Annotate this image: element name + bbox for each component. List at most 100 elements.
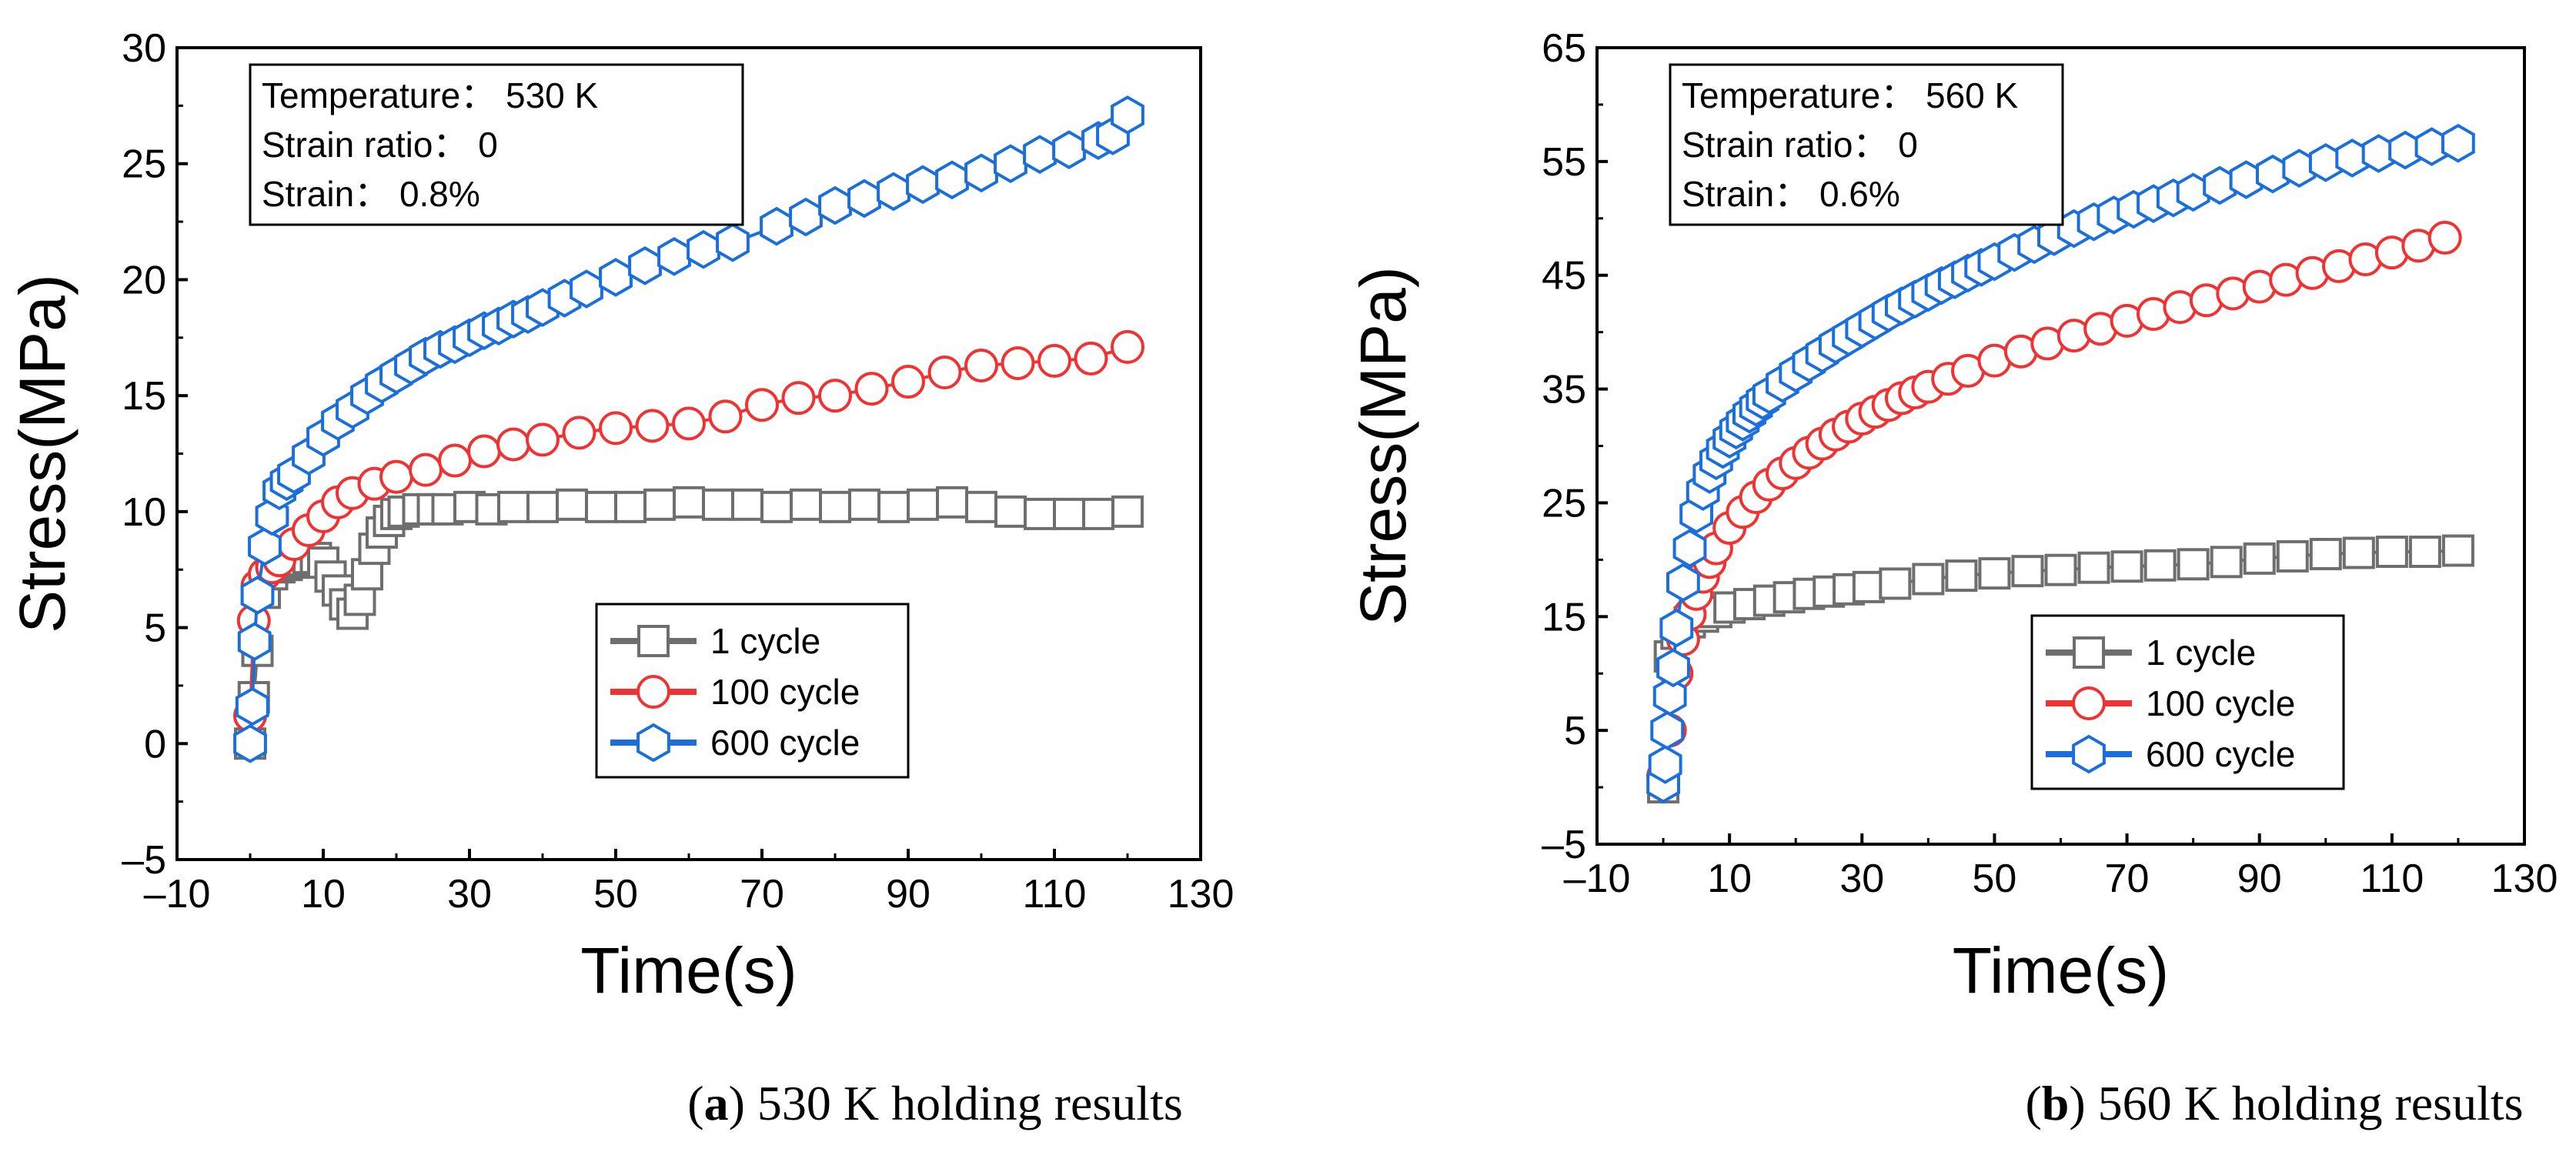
data-point: [790, 488, 822, 521]
info-line: Strain ratio： 0: [262, 125, 498, 165]
data-point: [847, 179, 881, 219]
data-point: [1648, 745, 1682, 784]
data-point: [2210, 546, 2243, 579]
legend-label: 1 cycle: [710, 621, 820, 661]
data-point: [687, 229, 720, 269]
x-tick-label: 10: [301, 872, 346, 917]
data-point: [235, 686, 269, 726]
x-tick-label: 90: [886, 872, 931, 917]
data-point: [1666, 563, 1700, 603]
legend-label: 100 cycle: [2146, 683, 2295, 723]
legend-marker: [636, 675, 670, 709]
data-point: [965, 490, 997, 523]
x-tick-label: 30: [447, 872, 492, 917]
x-tick-label: –10: [1564, 856, 1631, 901]
data-point: [628, 245, 662, 285]
data-point: [657, 236, 691, 276]
data-point: [877, 490, 910, 523]
data-point: [781, 381, 816, 416]
data-point: [731, 488, 763, 521]
data-point: [818, 185, 852, 225]
data-point: [2177, 548, 2210, 581]
data-point: [2276, 539, 2309, 573]
x-tick-label: 130: [1168, 872, 1235, 917]
y-tick-label: 65: [1542, 26, 1586, 71]
data-point: [2441, 534, 2474, 567]
y-tick-label: 45: [1542, 254, 1586, 299]
data-point: [907, 488, 939, 521]
y-tick-label: 30: [122, 26, 166, 71]
y-tick-label: 25: [122, 142, 166, 187]
y-tick-label: 25: [1542, 481, 1586, 526]
data-point: [877, 172, 910, 212]
data-point: [1037, 343, 1071, 378]
y-tick-label: 55: [1542, 140, 1586, 185]
data-point: [672, 406, 706, 441]
y-tick-label: 10: [122, 490, 166, 535]
x-tick-label: 90: [2237, 856, 2282, 901]
info-line: Strain： 0.8%: [262, 174, 480, 214]
caption-paren: (: [687, 1076, 703, 1130]
data-point: [964, 153, 998, 193]
info-line: Strain： 0.6%: [1682, 174, 1900, 214]
data-point: [526, 422, 560, 457]
legend-marker: [2072, 734, 2106, 774]
data-point: [643, 488, 676, 521]
x-tick-label: 110: [1023, 872, 1087, 917]
y-axis-label: Stress(MPa): [1347, 266, 1419, 626]
data-point: [2408, 536, 2441, 569]
info-box: Temperature： 560 K Strain ratio： 0 Strain：…: [1669, 63, 2064, 226]
data-point: [1652, 676, 1687, 716]
legend-marker: [2072, 686, 2106, 720]
y-axis-label: Stress(MPa): [6, 274, 79, 633]
data-point: [1074, 341, 1108, 376]
x-tick-label: –10: [144, 872, 211, 917]
data-point: [789, 197, 823, 237]
data-point: [2375, 536, 2408, 569]
data-point: [1024, 497, 1056, 530]
caption-label: a: [704, 1076, 729, 1130]
data-point: [936, 486, 968, 519]
data-point: [599, 258, 633, 297]
legend-marker: [636, 723, 670, 763]
data-point: [1111, 495, 1144, 528]
data-point: [599, 411, 633, 446]
y-tick-label: 5: [1564, 709, 1586, 753]
y-tick-label: 5: [144, 606, 166, 651]
data-point: [585, 490, 617, 523]
data-point: [2044, 553, 2077, 586]
data-point: [1659, 608, 1694, 648]
panel-caption: (a) 530 K holding results: [687, 1076, 1183, 1130]
data-point: [702, 488, 734, 521]
info-line: Temperature： 560 K: [1682, 75, 2019, 115]
data-point: [819, 490, 851, 523]
data-point: [673, 486, 705, 519]
data-point: [1879, 567, 1912, 600]
data-point: [2342, 536, 2375, 569]
chart-panel-a: –10 10 30 50 70 90 110 130 –5 0 5 10 15 20 25 30 Time(s)…: [6, 26, 1234, 1130]
data-point: [2427, 220, 2462, 255]
data-point: [906, 165, 940, 205]
data-point: [1052, 130, 1086, 169]
data-point: [745, 388, 779, 422]
data-point: [1656, 648, 1690, 688]
data-point: [1852, 570, 1885, 603]
x-axis-label: Time(s): [580, 934, 797, 1007]
data-point: [237, 622, 272, 662]
legend-label: 600 cycle: [710, 723, 860, 763]
data-point: [526, 490, 559, 523]
data-point: [233, 723, 267, 763]
data-point: [409, 452, 443, 487]
data-point: [240, 576, 275, 615]
legend-label: 100 cycle: [710, 672, 860, 712]
data-point: [556, 488, 588, 521]
info-line: Strain ratio： 0: [1682, 125, 1918, 165]
data-point: [562, 416, 596, 450]
data-point: [1053, 497, 1085, 530]
data-point: [1111, 95, 1144, 135]
data-point: [379, 459, 413, 494]
data-point: [2309, 537, 2342, 570]
data-point: [935, 160, 969, 200]
data-point: [2143, 549, 2177, 582]
